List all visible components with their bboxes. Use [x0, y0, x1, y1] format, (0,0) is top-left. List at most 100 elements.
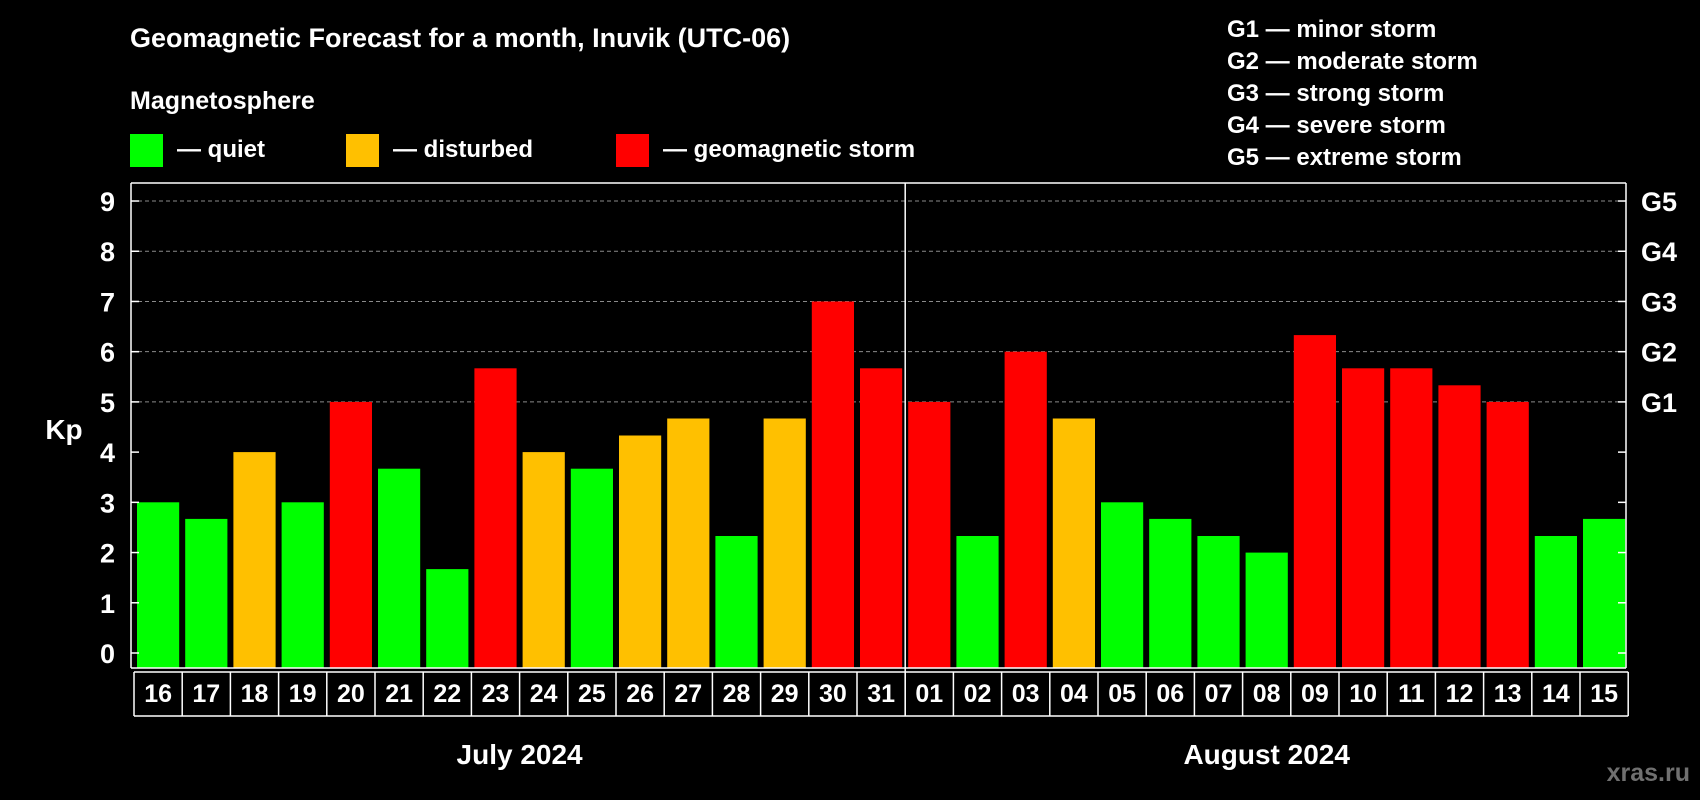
bar-16 [137, 502, 180, 668]
x-axis: 16 17 18 19 20 21 22 23 24 25 26 27 28 29 30 31 01 02 03 04… [133, 671, 1629, 770]
day-label-29: 29 [771, 680, 799, 708]
bar-03 [1004, 351, 1047, 668]
bar-26 [619, 435, 662, 668]
chart-subtitle: Magnetosphere [130, 87, 315, 115]
y-axis: 0 1 2 3 4 5 6 7 8 9 [100, 187, 1626, 669]
day-label-14: 14 [1542, 680, 1570, 708]
day-label-19: 19 [289, 680, 317, 708]
legend-label-disturbed: — disturbed [393, 136, 533, 163]
day-label-22: 22 [433, 680, 461, 708]
day-label-30: 30 [819, 680, 847, 708]
bar-27 [667, 418, 710, 668]
bar-04 [1052, 418, 1095, 668]
bar-05 [1101, 502, 1144, 668]
day-label-25: 25 [578, 680, 606, 708]
legend-swatch-disturbed [346, 134, 379, 167]
day-label-31: 31 [867, 680, 895, 708]
day-label-26: 26 [626, 680, 654, 708]
y-tick-label: 8 [100, 237, 115, 267]
bar-12 [1438, 385, 1481, 668]
day-label-09: 09 [1301, 680, 1329, 708]
day-label-17: 17 [192, 680, 220, 708]
day-label-15: 15 [1590, 680, 1618, 708]
bar-29 [763, 418, 806, 668]
bar-08 [1245, 552, 1288, 668]
storm-legend-g4: G4 — severe storm [1227, 112, 1446, 139]
g-level-label-g5: G5 [1641, 187, 1677, 217]
day-label-21: 21 [385, 680, 413, 708]
storm-legend-g2: G2 — moderate storm [1227, 48, 1478, 75]
day-label-23: 23 [482, 680, 510, 708]
day-label-12: 12 [1446, 680, 1474, 708]
storm-legend-g3: G3 — strong storm [1227, 80, 1444, 107]
bars [137, 301, 1626, 668]
y-tick-label: 7 [100, 287, 115, 317]
y-tick-label: 6 [100, 338, 115, 368]
day-label-20: 20 [337, 680, 365, 708]
chart-title: Geomagnetic Forecast for a month, Inuvik… [130, 23, 790, 53]
day-label-11: 11 [1398, 680, 1425, 708]
day-label-05: 05 [1108, 680, 1136, 708]
day-label-13: 13 [1494, 680, 1522, 708]
legend-swatch-storm [616, 134, 649, 167]
day-label-07: 07 [1205, 680, 1233, 708]
g-level-label-g3: G3 [1641, 287, 1677, 317]
y-tick-label: 1 [100, 589, 115, 619]
y-tick-label: 4 [100, 438, 115, 468]
day-label-01: 01 [915, 680, 943, 708]
bar-21 [378, 468, 421, 668]
bar-06 [1149, 518, 1192, 668]
day-label-03: 03 [1012, 680, 1040, 708]
bar-22 [426, 569, 469, 668]
g-level-label-g1: G1 [1641, 388, 1677, 418]
month-label-1: August 2024 [1183, 739, 1350, 770]
y-axis-label: Kp [45, 414, 82, 445]
storm-legend-g5: G5 — extreme storm [1227, 144, 1462, 171]
g-level-label-g2: G2 [1641, 338, 1677, 368]
bar-14 [1534, 536, 1577, 668]
plot-frame [130, 182, 1627, 716]
y-tick-label: 0 [100, 639, 115, 669]
bar-07 [1197, 536, 1240, 668]
legend-label-storm: — geomagnetic storm [663, 136, 915, 163]
g-level-label-g4: G4 [1641, 237, 1677, 267]
y-tick-label: 2 [100, 539, 115, 569]
day-label-02: 02 [964, 680, 992, 708]
bar-24 [522, 452, 565, 668]
bar-09 [1293, 335, 1336, 668]
day-label-06: 06 [1156, 680, 1184, 708]
bar-17 [185, 518, 228, 668]
month-label-0: July 2024 [457, 739, 584, 770]
day-label-24: 24 [530, 680, 558, 708]
bar-30 [811, 301, 854, 668]
day-label-10: 10 [1349, 680, 1377, 708]
bar-02 [956, 536, 999, 668]
day-label-16: 16 [144, 680, 172, 708]
watermark: xras.ru [1607, 759, 1690, 787]
bar-13 [1486, 401, 1529, 668]
day-label-27: 27 [674, 680, 702, 708]
bar-23 [474, 368, 517, 668]
level-legend: — quiet — disturbed — geomagnetic storm [130, 134, 915, 167]
bar-31 [860, 368, 903, 668]
bar-18 [233, 452, 276, 668]
storm-scale-legend: G1 — minor storm G2 — moderate storm G3 … [1227, 16, 1478, 171]
day-label-08: 08 [1253, 680, 1281, 708]
g-scale-axis: G1 G2 G3 G4 G5 [1641, 187, 1677, 418]
day-label-04: 04 [1060, 680, 1088, 708]
y-tick-label: 5 [100, 388, 115, 418]
y-tick-label: 3 [100, 488, 115, 518]
bar-15 [1583, 518, 1626, 668]
bar-28 [715, 536, 758, 668]
day-label-18: 18 [241, 680, 269, 708]
bar-01 [908, 401, 951, 668]
bar-19 [281, 502, 324, 668]
bar-10 [1342, 368, 1385, 668]
y-tick-label: 9 [100, 187, 115, 217]
day-label-28: 28 [723, 680, 751, 708]
storm-legend-g1: G1 — minor storm [1227, 16, 1436, 43]
bar-20 [329, 401, 372, 668]
legend-swatch-quiet [130, 134, 163, 167]
bar-25 [570, 468, 613, 668]
